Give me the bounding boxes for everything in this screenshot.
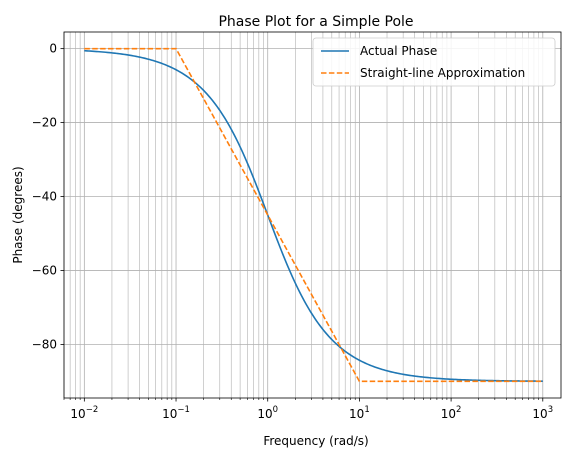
x-tick-label: 10−1 [162,405,190,421]
y-axis-title: Phase (degrees) [11,166,25,263]
x-tick-label: 10−2 [70,405,98,421]
x-tick-label: 102 [441,405,462,421]
x-tick-label: 101 [349,405,370,421]
x-tick-label: 103 [532,405,553,421]
y-tick-label: −60 [32,263,57,277]
y-tick-label: −40 [32,190,57,204]
legend-label: Straight-line Approximation [360,66,525,80]
y-tick-label: −80 [32,337,57,351]
x-axis-title: Frequency (rad/s) [263,434,368,448]
axis-ticks: 0 −20 −40 −60 −80 10−2 10−1 100 101 102 103 [32,42,553,421]
y-tick-label: 0 [49,42,57,56]
legend: Actual Phase Straight-line Approximation [312,37,556,87]
y-tick-label: −20 [32,116,57,130]
series-lines [84,47,543,383]
actual-phase-line [84,49,543,382]
plot-area [64,32,561,398]
chart-title: Phase Plot for a Simple Pole [218,14,413,30]
grid-lines [63,32,561,398]
legend-label: Actual Phase [360,44,437,58]
straight-line-approximation-line [84,47,543,383]
plot-frame [63,31,562,399]
legend-box [312,37,556,87]
x-tick-label: 100 [257,405,278,421]
